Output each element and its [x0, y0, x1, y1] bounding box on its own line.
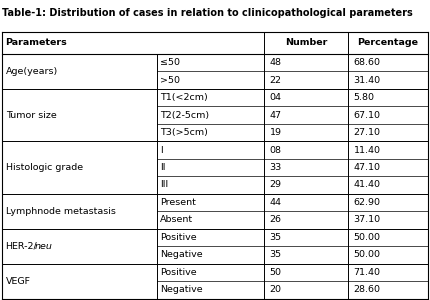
- Text: 22: 22: [270, 76, 282, 85]
- Text: 31.40: 31.40: [353, 76, 381, 85]
- Text: 35: 35: [270, 250, 282, 259]
- Text: Table-1: Distribution of cases in relation to clinicopathological parameters: Table-1: Distribution of cases in relati…: [2, 8, 413, 17]
- Text: 44: 44: [270, 198, 282, 207]
- Text: T1(<2cm): T1(<2cm): [160, 93, 208, 102]
- Text: Positive: Positive: [160, 233, 197, 242]
- Text: VEGF: VEGF: [6, 277, 31, 286]
- Text: Negative: Negative: [160, 250, 203, 259]
- Text: 26: 26: [270, 215, 282, 224]
- Text: 28.60: 28.60: [353, 285, 381, 294]
- Text: 47: 47: [270, 111, 282, 120]
- Text: 37.10: 37.10: [353, 215, 381, 224]
- Text: 41.40: 41.40: [353, 181, 381, 190]
- Text: II: II: [160, 163, 166, 172]
- Text: 29: 29: [270, 181, 282, 190]
- Text: Percentage: Percentage: [358, 38, 418, 47]
- Text: 08: 08: [270, 146, 282, 154]
- Text: 62.90: 62.90: [353, 198, 381, 207]
- Text: Positive: Positive: [160, 268, 197, 277]
- Text: Number: Number: [285, 38, 328, 47]
- Text: Tumor size: Tumor size: [6, 111, 56, 120]
- Text: 47.10: 47.10: [353, 163, 381, 172]
- Text: 11.40: 11.40: [353, 146, 381, 154]
- Text: T3(>5cm): T3(>5cm): [160, 128, 208, 137]
- Text: 27.10: 27.10: [353, 128, 381, 137]
- Text: 35: 35: [270, 233, 282, 242]
- Text: >50: >50: [160, 76, 181, 85]
- Text: 19: 19: [270, 128, 282, 137]
- Text: Negative: Negative: [160, 285, 203, 294]
- Text: 50: 50: [270, 268, 282, 277]
- Text: Age(years): Age(years): [6, 67, 58, 76]
- Text: ≤50: ≤50: [160, 58, 181, 67]
- Text: Absent: Absent: [160, 215, 194, 224]
- Text: 71.40: 71.40: [353, 268, 381, 277]
- Text: 33: 33: [270, 163, 282, 172]
- Text: 50.00: 50.00: [353, 250, 381, 259]
- Text: 50.00: 50.00: [353, 233, 381, 242]
- Text: 04: 04: [270, 93, 282, 102]
- Text: 20: 20: [270, 285, 282, 294]
- Text: Present: Present: [160, 198, 196, 207]
- Text: Parameters: Parameters: [6, 38, 68, 47]
- Text: III: III: [160, 181, 169, 190]
- Text: 67.10: 67.10: [353, 111, 381, 120]
- Text: T2(2-5cm): T2(2-5cm): [160, 111, 209, 120]
- Text: Histologic grade: Histologic grade: [6, 163, 83, 172]
- Text: neu: neu: [35, 242, 53, 250]
- Text: Lymphnode metastasis: Lymphnode metastasis: [6, 207, 116, 216]
- Text: I: I: [160, 146, 163, 154]
- Text: HER-2/: HER-2/: [6, 242, 37, 250]
- Text: 48: 48: [270, 58, 282, 67]
- Text: 68.60: 68.60: [353, 58, 381, 67]
- Text: 5.80: 5.80: [353, 93, 375, 102]
